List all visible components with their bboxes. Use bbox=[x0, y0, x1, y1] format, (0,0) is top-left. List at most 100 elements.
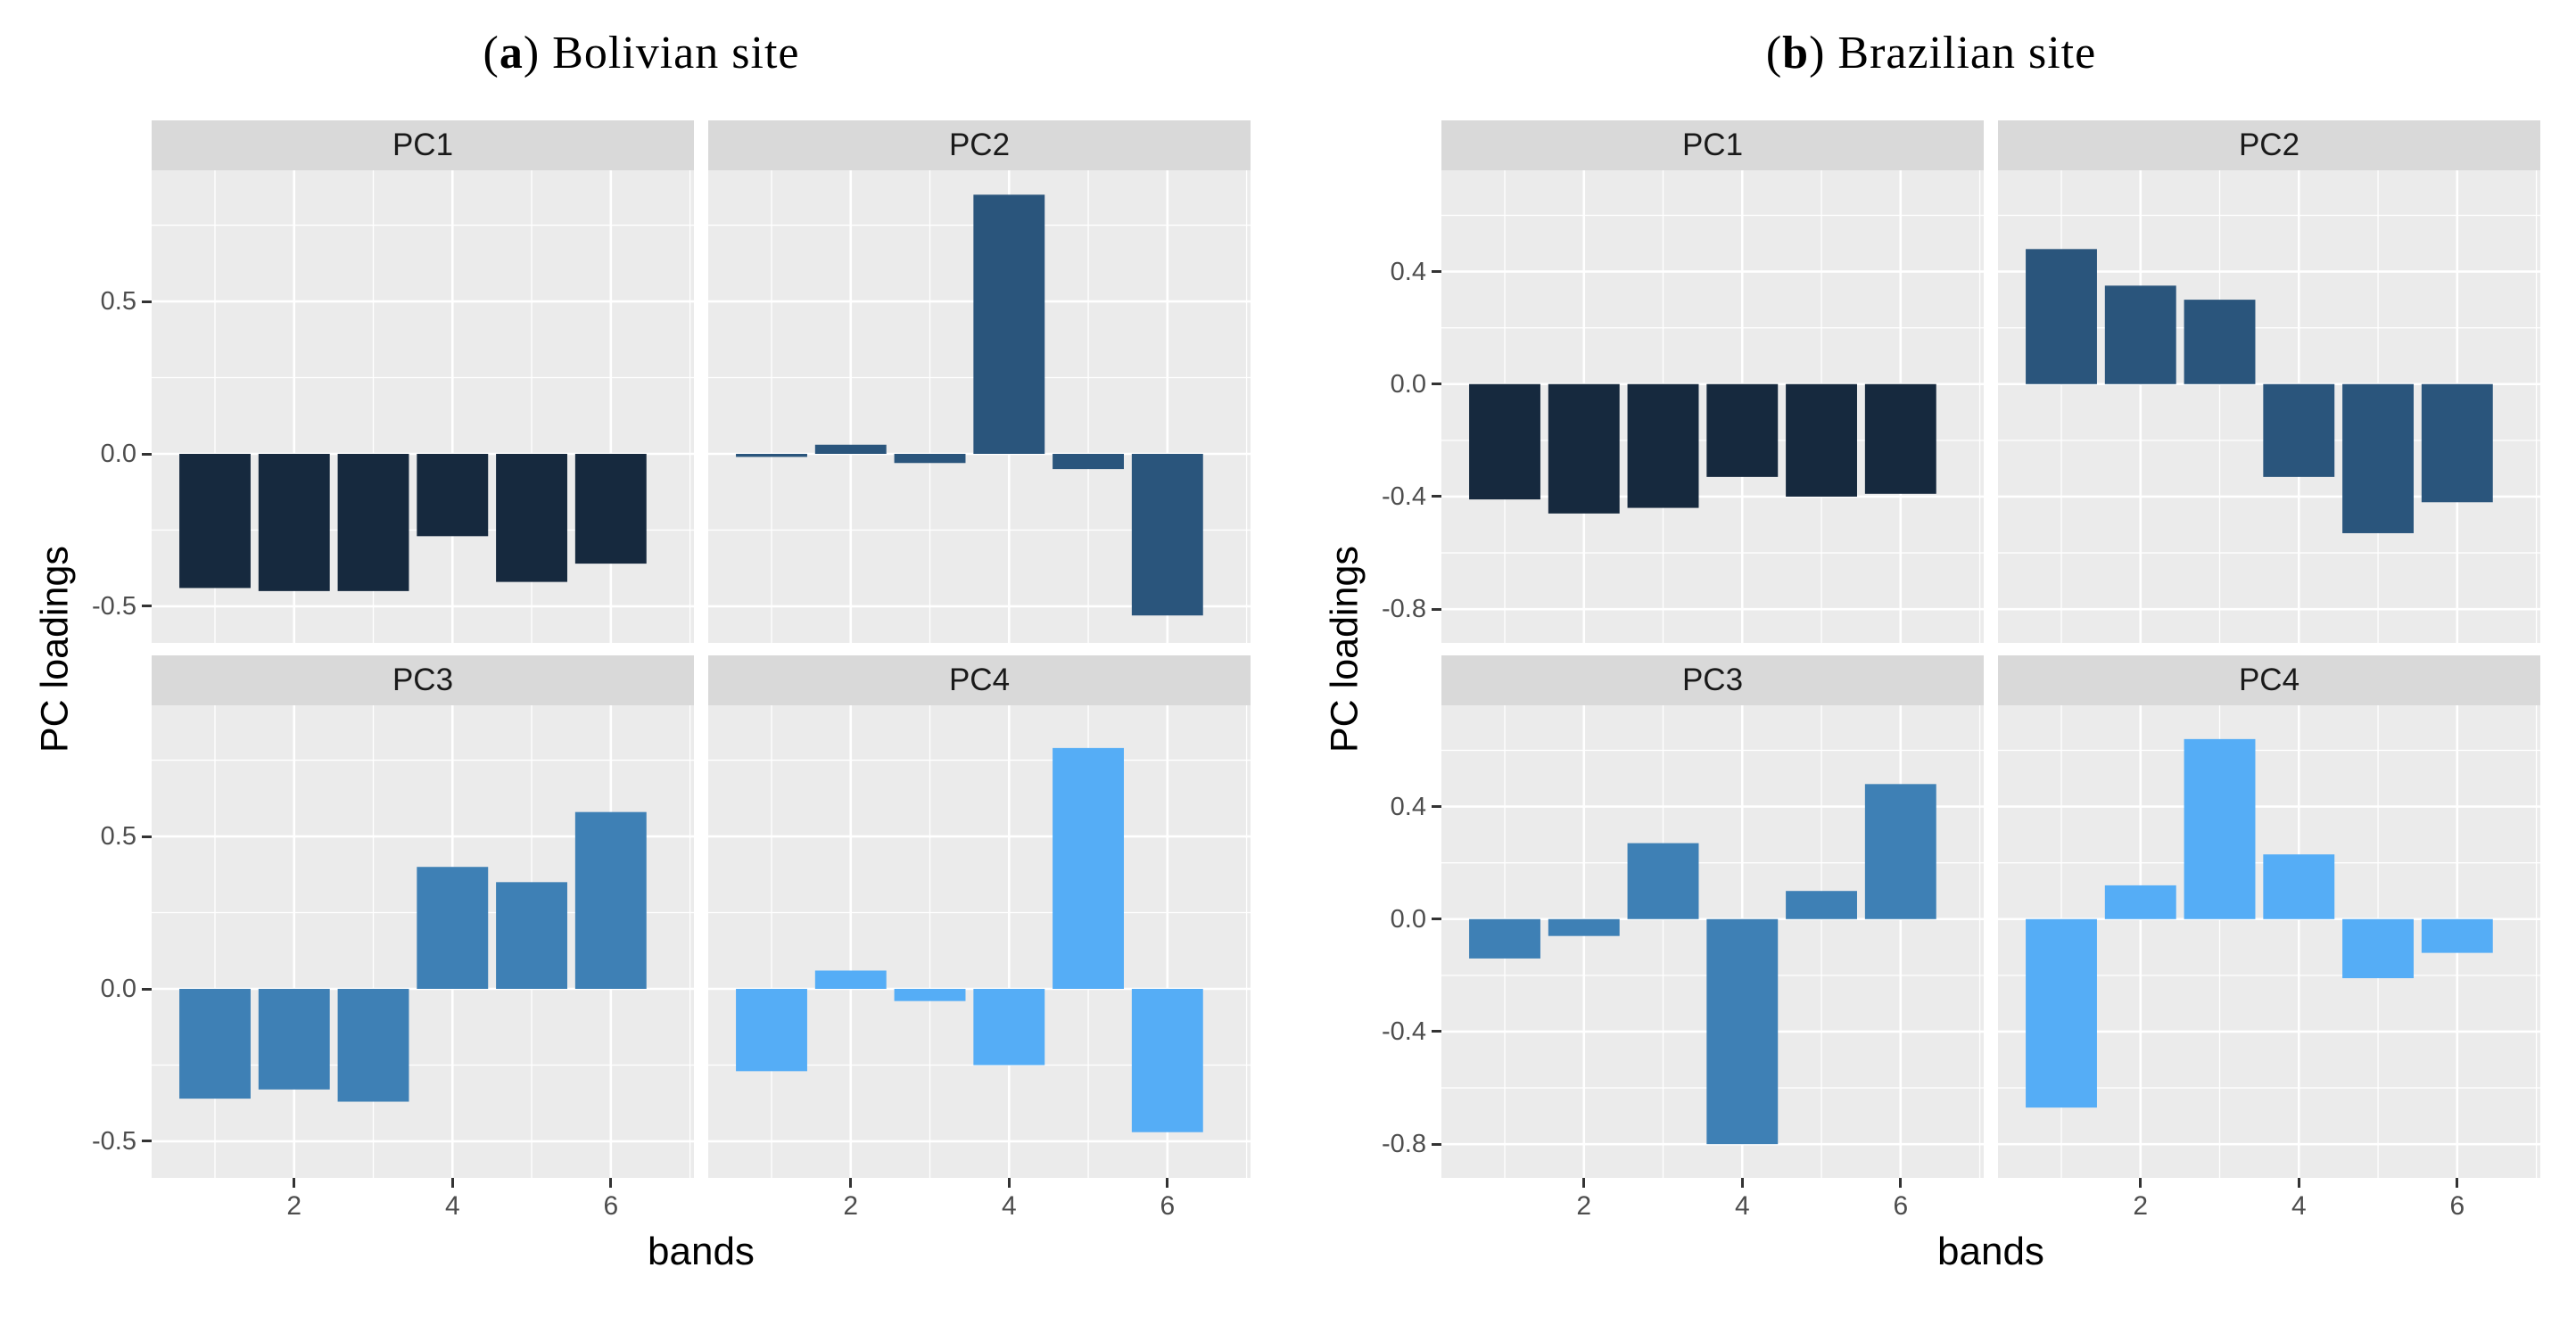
y-tick-mark bbox=[1432, 805, 1441, 809]
panel-pc4 bbox=[708, 705, 1251, 1178]
x-tick-label: 2 bbox=[2133, 1191, 2149, 1221]
bar-pc2-band6 bbox=[1131, 454, 1203, 616]
facet-pc2: PC2 bbox=[708, 120, 1251, 643]
bar-pc2-band3 bbox=[894, 454, 966, 464]
y-tick-mark bbox=[1432, 495, 1441, 498]
bar-pc4-band5 bbox=[1053, 747, 1124, 989]
bar-pc2-band5 bbox=[2342, 383, 2414, 533]
bar-pc2-band3 bbox=[2184, 300, 2256, 384]
y-axis: 0.5 0.0 -0.5 0.5 0.0 -0.5 bbox=[80, 120, 152, 1178]
bar-pc1-band6 bbox=[1864, 383, 1936, 494]
bar-pc3-band5 bbox=[496, 882, 567, 989]
x-tick-mark bbox=[1166, 1178, 1169, 1188]
bar-pc4-band6 bbox=[1131, 989, 1203, 1132]
bar-pc3-band6 bbox=[1864, 784, 1936, 919]
x-tick-label: 4 bbox=[1001, 1191, 1017, 1221]
bar-pc1-band5 bbox=[1786, 383, 1857, 497]
panel-pc1 bbox=[1441, 170, 1984, 643]
facet-area: PC1 PC2 PC3 PC4 2 4 6 2 4 6 bands bbox=[152, 120, 1251, 1285]
bar-pc2-band1 bbox=[736, 454, 807, 457]
y-tick-label: -0.4 bbox=[1382, 482, 1426, 511]
bar-pc4-band6 bbox=[2421, 918, 2493, 953]
x-tick-mark bbox=[1007, 1178, 1011, 1188]
x-axis: 2 4 6 2 4 6 bbox=[1441, 1178, 2540, 1226]
x-tick-mark bbox=[293, 1178, 296, 1188]
y-tick-mark bbox=[142, 605, 152, 608]
y-tick-label: 0.4 bbox=[1390, 792, 1426, 821]
facet-pc4: PC4 bbox=[708, 655, 1251, 1178]
bar-pc2-band2 bbox=[2104, 285, 2176, 384]
panel-pc3 bbox=[152, 705, 694, 1178]
x-tick-mark bbox=[1740, 1178, 1744, 1188]
y-tick-label: 0.0 bbox=[1390, 904, 1426, 934]
bar-pc4-band3 bbox=[894, 989, 966, 1001]
title-marker: (b) bbox=[1765, 28, 1826, 78]
bar-pc3-band3 bbox=[337, 989, 409, 1102]
x-tick-mark bbox=[450, 1178, 454, 1188]
chart-body: PC loadings 0.4 0.0 -0.4 -0.8 0.4 0.0 -0.4 -0.8… bbox=[1320, 120, 2542, 1285]
y-tick-label: -0.5 bbox=[92, 591, 136, 621]
y-tick-label: 0.5 bbox=[100, 822, 136, 852]
bar-pc1-band3 bbox=[1627, 383, 1699, 508]
panel-pc2 bbox=[1998, 170, 2540, 643]
x-tick-label: 4 bbox=[444, 1191, 460, 1221]
panel-pc4 bbox=[1998, 705, 2540, 1178]
facet-pc1: PC1 bbox=[1441, 120, 1984, 643]
bar-pc3-band1 bbox=[179, 989, 251, 1099]
bar-pc3-band6 bbox=[574, 811, 647, 989]
title-marker: (a) bbox=[483, 28, 541, 78]
chart-group-brazilian: (b) Brazilian site PC loadings 0.4 0.0 -0.… bbox=[1320, 9, 2542, 1317]
bar-pc2-band1 bbox=[2026, 249, 2097, 384]
x-tick-mark bbox=[849, 1178, 853, 1188]
chart-title-bolivian: (a) Bolivian site bbox=[30, 27, 1252, 79]
facet-strip-pc1: PC1 bbox=[152, 120, 694, 170]
bar-pc4-band4 bbox=[973, 989, 1045, 1066]
x-tick-label: 6 bbox=[1160, 1191, 1176, 1221]
title-text: Brazilian site bbox=[1837, 28, 2097, 78]
y-tick-label: -0.8 bbox=[1382, 1130, 1426, 1159]
x-tick-label: 4 bbox=[1734, 1191, 1750, 1221]
facet-pc3: PC3 bbox=[152, 655, 694, 1178]
y-axis: 0.4 0.0 -0.4 -0.8 0.4 0.0 -0.4 -0.8 bbox=[1370, 120, 1441, 1178]
y-tick-mark bbox=[1432, 918, 1441, 921]
bar-pc2-band6 bbox=[2421, 383, 2493, 503]
y-tick-mark bbox=[142, 452, 152, 456]
bar-pc2-band5 bbox=[1053, 454, 1124, 470]
x-axis: 2 4 6 2 4 6 bbox=[152, 1178, 1251, 1226]
x-tick-mark bbox=[1582, 1178, 1586, 1188]
bar-pc3-band2 bbox=[258, 989, 330, 1090]
y-tick-label: 0.4 bbox=[1390, 257, 1426, 286]
bar-pc1-band4 bbox=[417, 454, 489, 537]
y-tick-mark bbox=[142, 1140, 152, 1143]
chart-group-bolivian: (a) Bolivian site PC loadings 0.5 0.0 -0.5… bbox=[30, 9, 1252, 1317]
bar-pc4-band2 bbox=[2104, 885, 2176, 919]
chart-title-brazilian: (b) Brazilian site bbox=[1320, 27, 2542, 79]
facet-pc4: PC4 bbox=[1998, 655, 2540, 1178]
x-tick-label: 2 bbox=[843, 1191, 859, 1221]
bar-pc3-band3 bbox=[1627, 843, 1699, 919]
bar-pc1-band1 bbox=[179, 454, 251, 589]
bar-pc1-band2 bbox=[1548, 383, 1620, 514]
facet-strip-pc3: PC3 bbox=[152, 655, 694, 705]
x-tick-mark bbox=[2456, 1178, 2459, 1188]
y-tick-mark bbox=[142, 835, 152, 838]
facet-pc2: PC2 bbox=[1998, 120, 2540, 643]
y-tick-mark bbox=[1432, 383, 1441, 386]
y-tick-label: -0.8 bbox=[1382, 595, 1426, 624]
x-tick-label: 6 bbox=[603, 1191, 619, 1221]
facet-pc3: PC3 bbox=[1441, 655, 1984, 1178]
y-tick-mark bbox=[1432, 1030, 1441, 1033]
facet-grid: PC1 PC2 PC3 PC4 bbox=[1441, 120, 2540, 1178]
y-tick-mark bbox=[1432, 1142, 1441, 1146]
bar-pc2-band2 bbox=[814, 444, 887, 454]
bar-pc1-band4 bbox=[1706, 383, 1779, 477]
x-tick-label: 6 bbox=[2449, 1191, 2465, 1221]
bar-pc4-band1 bbox=[2026, 918, 2097, 1108]
bar-pc1-band6 bbox=[574, 454, 647, 564]
x-tick-mark bbox=[2139, 1178, 2143, 1188]
bar-pc3-band4 bbox=[1706, 918, 1779, 1145]
x-axis-title: bands bbox=[1937, 1230, 2044, 1273]
facet-strip-pc3: PC3 bbox=[1441, 655, 1984, 705]
x-axis-title: bands bbox=[648, 1230, 755, 1273]
